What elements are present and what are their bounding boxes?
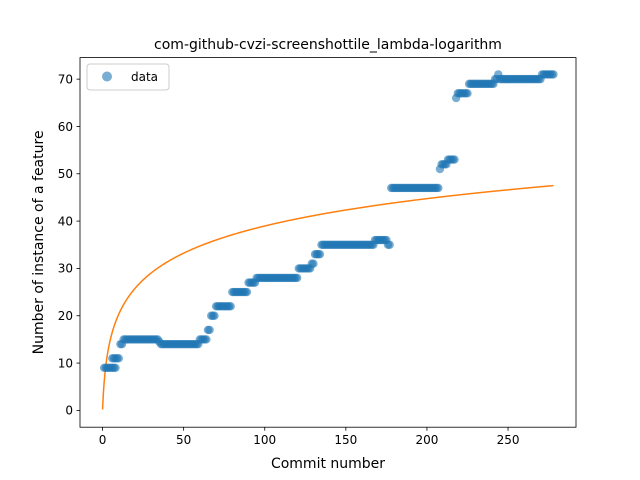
- y-axis: 0 10 20 30 40 50 60 70: [58, 72, 80, 418]
- data-point: [242, 287, 252, 297]
- data-point: [226, 302, 235, 311]
- points-layer: [99, 70, 558, 373]
- data-point: [450, 155, 459, 164]
- data-point: [385, 240, 394, 249]
- y-tick-label: 70: [58, 72, 73, 86]
- x-tick-label: 100: [253, 433, 276, 447]
- fit-layer: [101, 184, 554, 410]
- legend-box: [86, 63, 170, 91]
- legend: data: [86, 63, 170, 91]
- data-point: [205, 325, 214, 335]
- x-tick-label: 50: [176, 433, 191, 447]
- y-tick-label: 20: [58, 309, 73, 323]
- x-tick-label: 150: [334, 433, 357, 447]
- plot-area: [99, 70, 558, 410]
- data-point: [549, 70, 558, 79]
- axes-frame: [79, 57, 577, 428]
- legend-label-data: data: [131, 70, 158, 84]
- y-tick-label: 10: [58, 356, 73, 370]
- data-point: [114, 354, 123, 363]
- chart-title: com-github-cvzi-screenshottile_lambda-lo…: [154, 37, 502, 53]
- data-point: [309, 259, 318, 268]
- x-tick-label: 200: [415, 433, 438, 447]
- y-axis-label: Number of instance of a feature: [31, 130, 47, 354]
- x-tick-label: 0: [99, 433, 107, 447]
- x-axis: 0 50 100 150 200 250: [99, 427, 520, 447]
- data-point: [210, 311, 219, 320]
- data-point: [292, 273, 302, 283]
- x-axis-label: Commit number: [271, 456, 385, 472]
- legend-marker-data: [102, 71, 112, 82]
- data-point: [315, 250, 325, 259]
- data-point: [202, 335, 211, 344]
- y-tick-label: 60: [58, 120, 73, 134]
- y-tick-label: 30: [58, 262, 73, 276]
- x-tick-label: 250: [497, 433, 520, 447]
- y-tick-label: 0: [65, 404, 73, 418]
- data-point: [434, 183, 443, 193]
- fit-line: [101, 184, 554, 410]
- y-tick-label: 40: [58, 214, 73, 228]
- data-point: [463, 89, 472, 98]
- data-point: [111, 363, 120, 373]
- y-tick-label: 50: [58, 167, 73, 181]
